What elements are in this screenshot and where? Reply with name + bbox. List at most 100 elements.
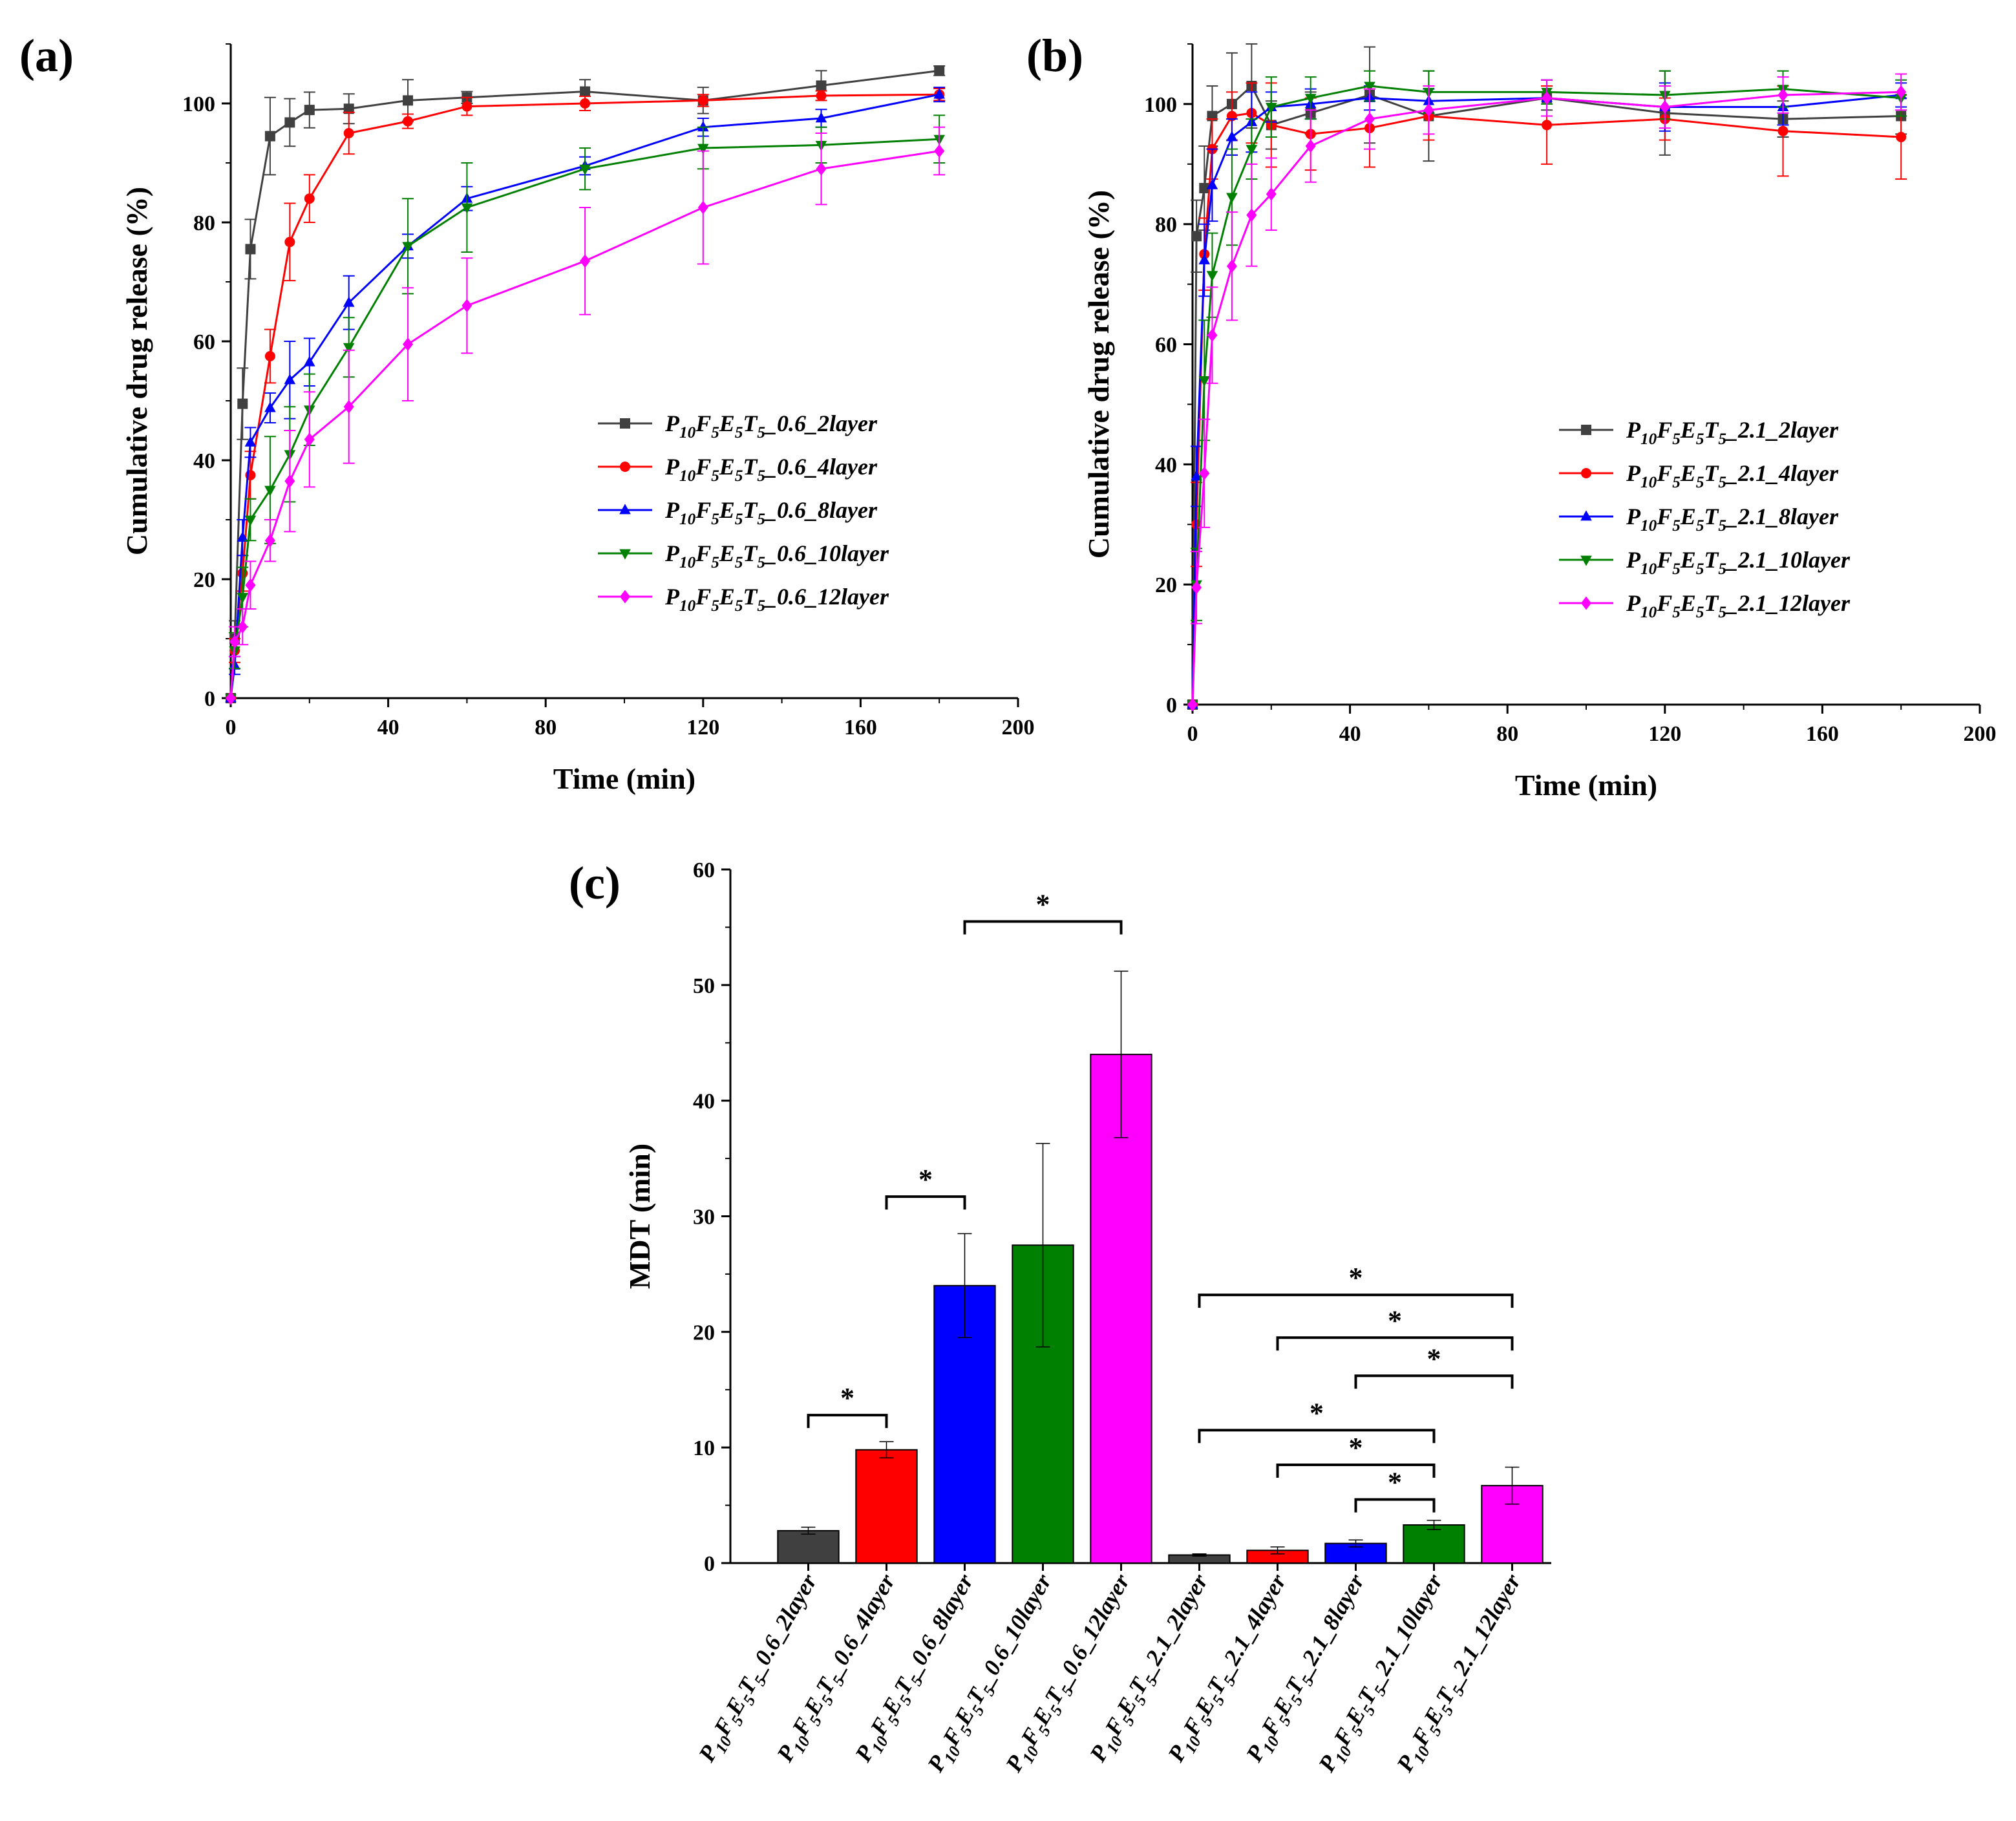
- legend-label: P10F5E5T5_0.6_10layer: [664, 540, 889, 571]
- y-tick-label: 40: [1155, 453, 1177, 477]
- series-line: [1191, 85, 1902, 705]
- significance-star: *: [1349, 1432, 1363, 1464]
- data-point: [816, 91, 827, 101]
- y-axis-title: Cumulative drug release (%): [120, 187, 153, 555]
- x-tick-label: 200: [1964, 722, 1997, 746]
- legend-entry: P10F5E5T5_2.1_10layer: [1559, 547, 1851, 578]
- data-point: [1266, 103, 1277, 114]
- legend-entry: P10F5E5T5_2.1_4layer: [1559, 460, 1839, 491]
- data-point: [237, 593, 249, 604]
- significance-bracket: [885, 1195, 966, 1210]
- legend-label: P10F5E5T5_0.6_2layer: [664, 410, 878, 442]
- legend-marker: [620, 462, 630, 472]
- legend-label: P10F5E5T5_0.6_8layer: [664, 497, 878, 528]
- legend-label: P10F5E5T5_2.1_10layer: [1626, 547, 1851, 578]
- significance-bracket: [807, 1414, 888, 1429]
- x-tick-label: 80: [535, 716, 557, 740]
- data-point: [1226, 131, 1238, 142]
- legend-marker: [1581, 425, 1591, 435]
- data-point: [1206, 271, 1218, 282]
- data-point: [284, 237, 295, 248]
- data-point: [343, 103, 354, 114]
- series-line: [229, 138, 940, 699]
- x-tick-label: 40: [1339, 722, 1361, 746]
- data-point: [462, 101, 472, 112]
- data-point: [264, 533, 275, 548]
- y-axis-title: MDT (min): [623, 1144, 656, 1289]
- legend-marker: [619, 549, 631, 560]
- data-point: [1896, 85, 1907, 99]
- x-tick-label: 0: [1187, 722, 1198, 746]
- y-tick-label: 60: [693, 858, 715, 882]
- data-point: [1191, 470, 1202, 481]
- data-point: [264, 485, 276, 496]
- y-tick-label: 40: [693, 1090, 715, 1114]
- significance-star: *: [1388, 1467, 1402, 1498]
- legend-entry: P10F5E5T5_0.6_4layer: [598, 454, 878, 485]
- y-tick-label: 60: [1155, 334, 1177, 357]
- y-tick-label: 30: [693, 1206, 715, 1230]
- y-tick-label: 10: [693, 1436, 715, 1460]
- legend-label: P10F5E5T5_2.1_12layer: [1626, 590, 1851, 621]
- data-point: [1896, 132, 1907, 143]
- data-point: [580, 86, 591, 97]
- data-point: [1423, 103, 1434, 117]
- data-point: [1198, 253, 1211, 264]
- data-point: [934, 65, 945, 76]
- y-tick-label: 100: [182, 92, 215, 116]
- panel-label-c: (c): [569, 857, 621, 909]
- bar: [1403, 1524, 1465, 1564]
- series-0-6-8layer: [225, 87, 946, 703]
- legend-marker: [1581, 468, 1591, 478]
- series-line: [1191, 91, 1902, 705]
- data-point: [245, 578, 256, 592]
- data-point: [1305, 139, 1316, 153]
- data-point: [816, 162, 827, 176]
- significance-bracket: [1276, 1336, 1514, 1351]
- legend-marker: [619, 504, 631, 515]
- data-point: [1542, 91, 1553, 105]
- data-point: [284, 374, 296, 385]
- data-point: [1198, 376, 1211, 387]
- legend-label: P10F5E5T5_0.6_12layer: [664, 584, 889, 615]
- data-point: [462, 299, 472, 313]
- y-tick-label: 80: [193, 211, 215, 235]
- data-point: [403, 116, 414, 127]
- significance-bracket: [1276, 1463, 1436, 1478]
- data-point: [461, 203, 473, 214]
- data-point: [1266, 187, 1277, 201]
- significance-star: *: [1310, 1397, 1324, 1429]
- data-point: [343, 128, 354, 138]
- x-tick-label: 160: [1806, 722, 1839, 746]
- data-point: [237, 398, 248, 409]
- data-point: [1777, 125, 1788, 136]
- y-tick-label: 0: [704, 1552, 715, 1576]
- legend-marker: [620, 418, 630, 429]
- legend-entry: P10F5E5T5_2.1_8layer: [1559, 504, 1839, 535]
- data-point: [1226, 259, 1237, 273]
- data-point: [933, 88, 945, 99]
- x-tick-label: 0: [226, 716, 237, 740]
- data-point: [580, 254, 591, 268]
- significance-bracket: [1198, 1429, 1436, 1443]
- significance-star: *: [1388, 1305, 1402, 1336]
- data-point: [1206, 178, 1218, 189]
- series-line: [229, 93, 940, 699]
- y-tick-label: 20: [1155, 573, 1177, 597]
- y-axis-title: Cumulative drug release (%): [1082, 190, 1115, 559]
- x-axis-title: Time (min): [1515, 769, 1657, 802]
- significance-star: *: [840, 1382, 854, 1414]
- legend-entry: P10F5E5T5_0.6_12layer: [598, 584, 889, 615]
- x-tick-label: 80: [1496, 722, 1518, 746]
- x-tick-label: 120: [686, 716, 719, 740]
- data-point: [284, 474, 295, 488]
- y-tick-label: 40: [193, 449, 215, 473]
- data-point: [816, 80, 827, 91]
- y-tick-label: 20: [693, 1321, 715, 1345]
- data-point: [580, 98, 591, 109]
- y-tick-label: 100: [1144, 93, 1177, 117]
- x-tick-label: 200: [1002, 716, 1035, 740]
- series-line: [229, 93, 940, 699]
- data-point: [304, 193, 315, 204]
